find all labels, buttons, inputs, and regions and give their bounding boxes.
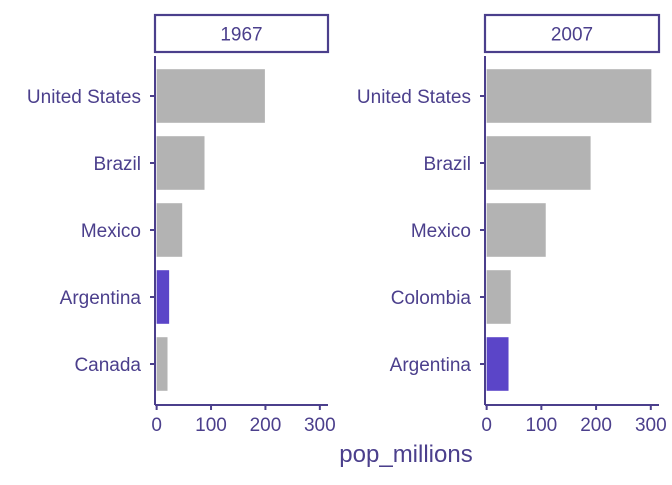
facet-panel-1967: 1967 United States Brazil Mexico Argentina Ca… bbox=[27, 13, 336, 436]
facet-strip bbox=[153, 13, 330, 54]
facet-panel-2007: 2007 United States Brazil Mexico Colombia Arg… bbox=[357, 13, 667, 436]
bar-mexico bbox=[156, 203, 183, 257]
y-tick-label: Argentina bbox=[60, 288, 142, 309]
bar-argentina bbox=[156, 270, 170, 324]
x-tick-label: 100 bbox=[526, 415, 558, 436]
x-tick-label: 100 bbox=[195, 415, 227, 436]
x-tick-label: 0 bbox=[481, 415, 492, 436]
bar-brazil bbox=[156, 136, 205, 190]
x-tick-label: 0 bbox=[151, 415, 162, 436]
facet-strip-label: 2007 bbox=[551, 25, 593, 46]
y-tick-label: United States bbox=[357, 87, 471, 108]
bar-mexico bbox=[486, 203, 546, 257]
bar-argentina bbox=[486, 337, 509, 391]
y-tick-label: Mexico bbox=[411, 221, 471, 242]
y-tick-label: United States bbox=[27, 87, 141, 108]
x-tick-label: 200 bbox=[250, 415, 282, 436]
facet-strip-label: 1967 bbox=[220, 25, 262, 46]
facet-strip bbox=[483, 13, 661, 54]
y-tick-label: Brazil bbox=[423, 154, 471, 175]
x-axis-title: pop_millions bbox=[339, 441, 472, 468]
y-tick-label: Colombia bbox=[391, 288, 472, 309]
y-tick-label: Mexico bbox=[81, 221, 141, 242]
bar-colombia bbox=[486, 270, 511, 324]
facet-panels: 1967 United States Brazil Mexico Argentina Ca… bbox=[27, 13, 667, 436]
x-tick-label: 300 bbox=[635, 415, 667, 436]
bar-brazil bbox=[486, 136, 591, 190]
bar-united-states bbox=[486, 69, 652, 123]
y-tick-label: Canada bbox=[74, 355, 141, 376]
y-tick-label: Brazil bbox=[93, 154, 141, 175]
bar-canada bbox=[156, 337, 168, 391]
x-tick-label: 300 bbox=[304, 415, 336, 436]
y-tick-label: Argentina bbox=[390, 355, 472, 376]
x-tick-label: 200 bbox=[580, 415, 612, 436]
bar-united-states bbox=[156, 69, 265, 123]
